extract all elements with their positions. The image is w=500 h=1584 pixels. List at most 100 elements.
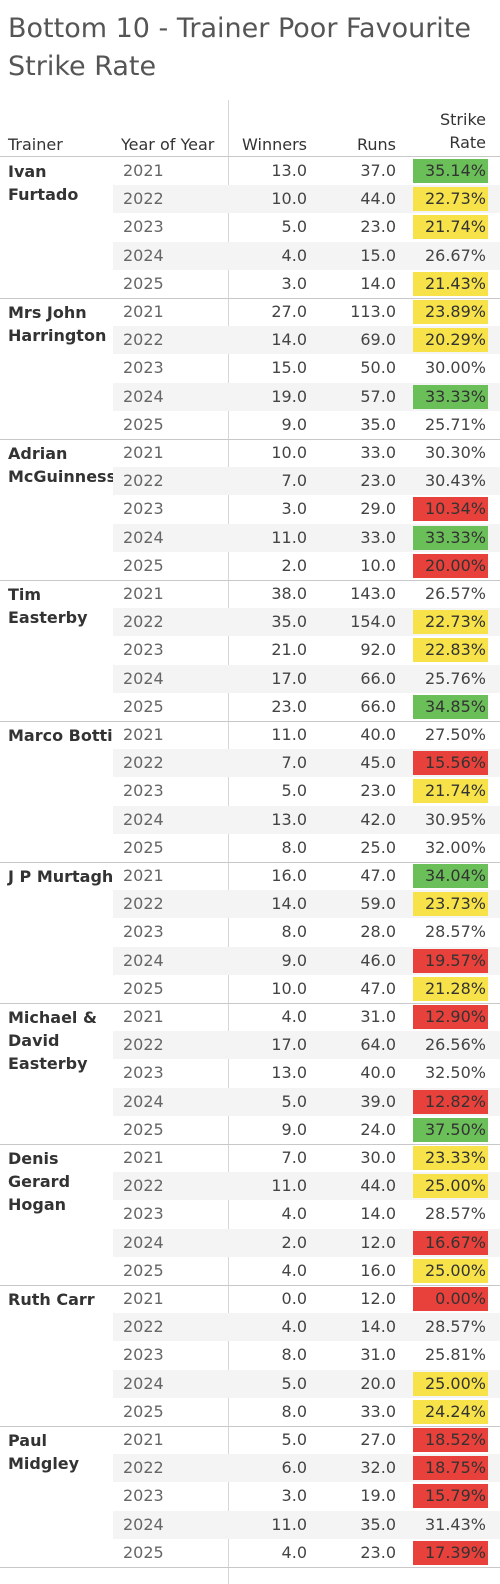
runs-cell: 69.0 [360,330,396,350]
table-row: 2025 2.0 10.0 20.00% [113,552,500,580]
strike-rate-cell: 26.67% [424,245,486,265]
runs-cell: 44.0 [360,1176,396,1196]
group-separator [0,1285,500,1286]
runs-cell: 40.0 [360,725,396,744]
trainer-name: J P Murtagh [8,867,114,886]
year-cell: 2023 [123,922,164,942]
table-row: 2022 6.0 32.0 18.75% [113,1454,500,1483]
table-row: 2025 9.0 35.0 25.71% [113,411,500,439]
runs-cell: 14.0 [360,1204,396,1224]
strike-rate-cell: 21.43% [413,271,488,296]
strike-rate-cell: 17.39% [413,1540,488,1565]
strike-rate-cell: 30.43% [424,471,486,491]
runs-cell: 12.0 [360,1232,396,1252]
strike-rate-cell: 21.28% [413,976,488,1001]
year-cell: 2024 [123,668,164,688]
winners-cell: 35.0 [271,612,307,632]
table-row: 2024 2.0 12.0 16.67% [113,1228,500,1257]
winners-cell: 3.0 [281,273,307,293]
runs-cell: 23.0 [360,471,396,491]
winners-cell: 8.0 [281,1401,307,1421]
table-row: 2023 5.0 23.0 21.74% [113,213,500,241]
year-cell: 2024 [123,950,164,970]
table-row: 2022 10.0 44.0 22.73% [113,185,500,214]
strike-rate-cell: 31.43% [424,1514,486,1534]
table-row: 2022 14.0 59.0 23.73% [113,890,500,919]
winners-cell: 11.0 [271,527,307,547]
strike-rate-cell: 34.85% [413,694,488,719]
runs-cell: 16.0 [360,1260,396,1280]
table-row: 2023 3.0 29.0 10.34% [113,495,500,523]
winners-cell: 17.0 [271,668,307,688]
winners-cell: 13.0 [271,161,307,180]
strike-rate-cell: 20.00% [413,553,488,578]
winners-cell: 16.0 [271,866,307,885]
winners-cell: 27.0 [271,302,307,321]
winners-cell: 4.0 [281,1317,307,1337]
table-row: 2023 4.0 14.0 28.57% [113,1200,500,1228]
winners-cell: 13.0 [271,1063,307,1083]
winners-cell: 4.0 [281,245,307,265]
year-cell: 2023 [123,1345,164,1365]
trainer-name: Adrian McGuinness [8,444,117,486]
strike-rate-cell: 26.57% [424,584,486,603]
winners-cell: 10.0 [271,443,307,462]
runs-cell: 20.0 [360,1373,396,1393]
runs-cell: 57.0 [360,386,396,406]
winners-cell: 14.0 [271,894,307,914]
table-row: 2022 11.0 44.0 25.00% [113,1172,500,1201]
winners-cell: 38.0 [271,584,307,603]
runs-cell: 113.0 [350,302,396,321]
year-cell: 2021 [123,161,164,180]
table-row: 2023 8.0 31.0 25.81% [113,1341,500,1369]
runs-cell: 50.0 [360,358,396,378]
strike-rate-cell: 12.82% [413,1089,488,1114]
table-row: 2023 15.0 50.0 30.00% [113,354,500,382]
year-cell: 2021 [123,866,164,885]
runs-cell: 10.0 [360,555,396,575]
group-separator [0,862,500,863]
runs-cell: 32.0 [360,1458,396,1478]
year-cell: 2024 [123,1373,164,1393]
strike-rate-cell: 18.75% [413,1456,488,1481]
table-row: 2024 19.0 57.0 33.33% [113,382,500,411]
year-cell: 2023 [123,1063,164,1083]
year-cell: 2022 [123,894,164,914]
runs-cell: 28.0 [360,922,396,942]
winners-cell: 21.0 [271,640,307,660]
strike-rate-cell: 30.95% [424,809,486,829]
trainer-name: Tim Easterby [8,585,88,627]
strike-rate-cell: 25.00% [413,1174,488,1199]
runs-cell: 33.0 [360,443,396,462]
table-row: 2021 10.0 33.0 30.30% [113,439,500,467]
runs-cell: 40.0 [360,1063,396,1083]
year-cell: 2024 [123,1091,164,1111]
strike-rate-cell: 28.57% [424,922,486,942]
winners-cell: 7.0 [281,753,307,773]
strike-rate-cell: 23.33% [413,1146,488,1170]
strike-rate-cell: 15.79% [413,1484,488,1509]
strike-rate-cell: 30.00% [424,358,486,378]
year-cell: 2024 [123,527,164,547]
runs-cell: 33.0 [360,1401,396,1421]
strike-rate-cell: 18.52% [413,1428,488,1452]
winners-cell: 14.0 [271,330,307,350]
runs-cell: 12.0 [360,1289,396,1308]
table-row: 2023 3.0 19.0 15.79% [113,1482,500,1510]
winners-cell: 17.0 [271,1035,307,1055]
table-row: 2024 11.0 35.0 31.43% [113,1510,500,1539]
winners-cell: 8.0 [281,1345,307,1365]
winners-cell: 5.0 [281,1373,307,1393]
strike-rate-cell: 23.73% [413,892,488,917]
year-cell: 2022 [123,471,164,491]
runs-cell: 31.0 [360,1345,396,1365]
strike-rate-cell: 30.30% [424,443,486,462]
year-cell: 2023 [123,1204,164,1224]
runs-cell: 45.0 [360,753,396,773]
runs-cell: 27.0 [360,1430,396,1449]
trainer-name: Ruth Carr [8,1290,95,1309]
table-row: 2023 5.0 23.0 21.74% [113,777,500,805]
table-row: 2021 5.0 27.0 18.52% [113,1426,500,1454]
group-separator [0,580,500,581]
chart-title: Bottom 10 - Trainer Poor Favourite Strik… [8,13,472,82]
